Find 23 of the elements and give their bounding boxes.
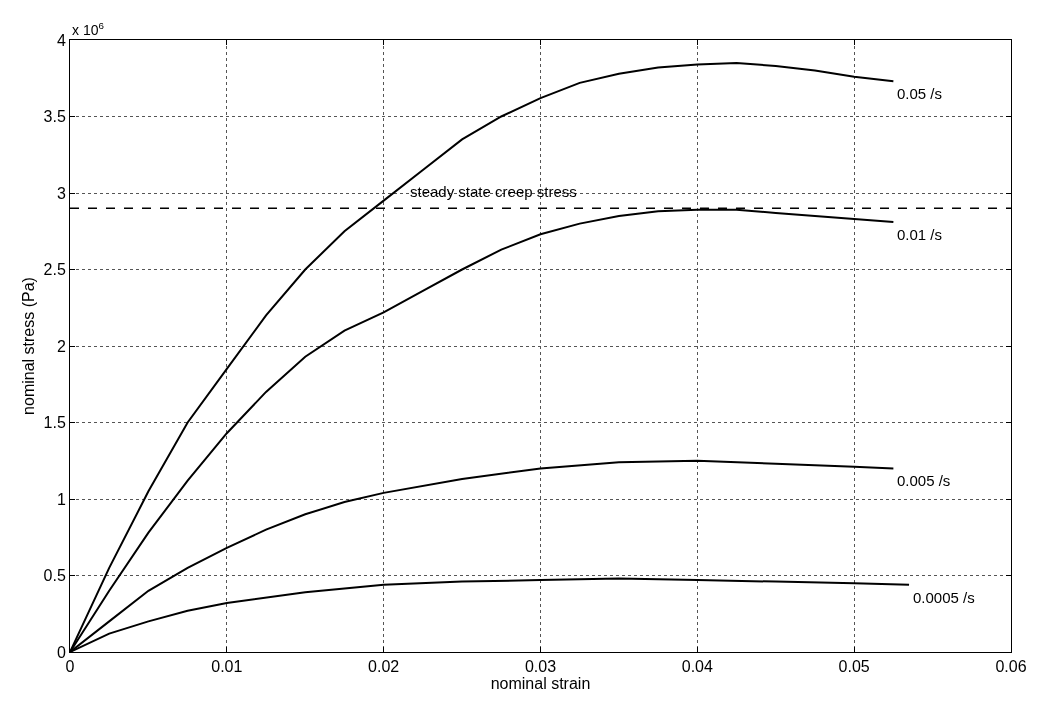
series-label: 0.05 /s (897, 85, 943, 102)
x-tick-label: 0.06 (995, 658, 1027, 676)
y-tick-label: 0.5 (43, 567, 66, 585)
y-tick-label: 3.5 (43, 108, 66, 126)
x-tick-label: 0.01 (211, 658, 243, 676)
y-tick-label: 2 (56, 337, 66, 355)
x-tick-label: 0.04 (681, 658, 713, 676)
y-tick-label: 3 (56, 184, 66, 202)
text: x 10$^{6}$ (72, 20, 105, 38)
series-label: 0.0005 /s (913, 589, 975, 606)
y-axis-title: nominal stress (Pa) (20, 277, 38, 415)
y-tick-label: 1.5 (43, 414, 66, 432)
series-label: 0.01 /s (897, 226, 943, 243)
y-tick-label: 0 (56, 643, 66, 661)
x-tick-label: 0.02 (368, 658, 400, 676)
y-tick-label: 4 (56, 31, 66, 49)
y-tick-label: 1 (56, 490, 66, 508)
y-tick-label: 2.5 (43, 261, 66, 279)
series-label: 0.005 /s (897, 472, 951, 489)
x-tick-label: 0.05 (838, 658, 870, 676)
x-axis-title: nominal strain (490, 675, 591, 693)
x-tick-label: 0.03 (524, 658, 557, 676)
ref-line-label: steady state creep stress (410, 183, 577, 200)
